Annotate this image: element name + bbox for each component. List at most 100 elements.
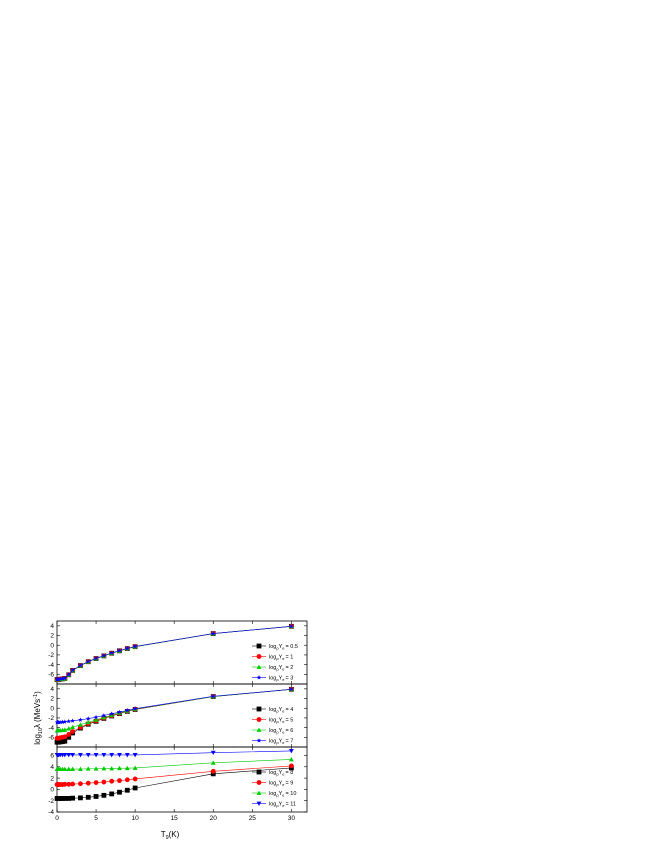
x-tick-label: 15 bbox=[171, 815, 179, 822]
series-line bbox=[57, 626, 292, 680]
legend-label: logρYe= 3 bbox=[269, 676, 293, 683]
series-3-1 bbox=[54, 765, 294, 801]
legend-label-part: = 4 bbox=[286, 707, 294, 713]
legend-label-part: e bbox=[282, 740, 285, 745]
data-point-blue bbox=[62, 752, 68, 758]
data-point-blue bbox=[210, 631, 216, 636]
data-point-blue bbox=[78, 752, 83, 758]
legend-label-part: log bbox=[269, 781, 276, 787]
legend-label-part: Y bbox=[279, 718, 283, 724]
legend-label: logρYe= 8 bbox=[269, 770, 293, 777]
legend-label-part: ρ bbox=[276, 793, 279, 798]
legend-marker bbox=[256, 780, 262, 785]
x-tick-label: 0 bbox=[55, 815, 59, 822]
data-point-blue bbox=[125, 708, 130, 713]
data-point-green bbox=[109, 712, 115, 718]
legend-label-part: Y bbox=[279, 739, 283, 745]
data-point-blue bbox=[70, 667, 75, 673]
legend-label-part: log bbox=[269, 770, 276, 776]
data-point-green bbox=[132, 765, 138, 770]
x-tick-label: 25 bbox=[249, 815, 257, 822]
legend-label-part: e bbox=[282, 803, 285, 808]
data-point-red bbox=[62, 734, 68, 740]
legend-marker bbox=[256, 790, 262, 795]
legend-marker bbox=[256, 706, 262, 712]
data-point-red bbox=[288, 763, 294, 769]
legend-label-part: log bbox=[269, 728, 276, 734]
data-point-blue bbox=[101, 752, 107, 758]
legend-label-part: = 3 bbox=[286, 676, 294, 682]
legend-label-part: log bbox=[269, 739, 276, 745]
data-point-blue bbox=[132, 706, 138, 711]
data-point-black bbox=[85, 794, 91, 800]
legend-label-part: Y bbox=[279, 728, 283, 734]
data-point-blue bbox=[109, 752, 115, 758]
data-point-red bbox=[66, 732, 72, 737]
series-line bbox=[57, 626, 292, 680]
y-tick-label: 0 bbox=[50, 705, 54, 712]
data-point-black bbox=[62, 738, 68, 744]
data-point-red bbox=[101, 779, 107, 785]
data-point-blue bbox=[210, 750, 216, 756]
y-tick-label: -2 bbox=[48, 652, 54, 659]
data-point-green bbox=[78, 766, 83, 771]
data-point-green bbox=[66, 766, 72, 771]
data-point-blue bbox=[289, 686, 294, 692]
data-point-red bbox=[124, 777, 130, 783]
data-point-blue bbox=[66, 718, 71, 724]
data-point-black bbox=[70, 795, 76, 801]
data-point-blue bbox=[70, 752, 76, 758]
legend-label-part: log bbox=[269, 791, 276, 797]
y-tick-label: 4 bbox=[50, 623, 54, 630]
legend-label-part: ρ bbox=[276, 803, 279, 808]
data-point-red bbox=[93, 780, 99, 786]
data-point-blue bbox=[85, 752, 91, 758]
legend-label-part: ρ bbox=[276, 782, 279, 787]
legend-label: logρYe= 5 bbox=[269, 718, 293, 725]
y-tick-label: -4 bbox=[48, 809, 54, 816]
data-point-red bbox=[78, 781, 83, 787]
series-line bbox=[57, 626, 292, 680]
legend-label: logρYe= 1 bbox=[269, 655, 293, 662]
y-tick-label: 2 bbox=[50, 633, 54, 640]
data-point-black bbox=[93, 794, 99, 799]
x-tick-label: 30 bbox=[288, 815, 296, 822]
legend-entry: logρYe= 3 bbox=[252, 675, 293, 682]
data-point-blue bbox=[124, 752, 130, 758]
data-point-blue bbox=[56, 677, 61, 682]
legend-label-part: log bbox=[269, 802, 276, 808]
data-point-blue bbox=[93, 752, 99, 758]
series-3-2 bbox=[54, 763, 294, 787]
series-2-4 bbox=[54, 686, 294, 725]
data-point-green bbox=[124, 765, 130, 771]
data-point-green bbox=[62, 766, 68, 771]
data-point-red bbox=[117, 778, 122, 784]
data-point-red bbox=[85, 780, 91, 786]
data-point-green bbox=[101, 766, 107, 771]
legend-marker bbox=[256, 675, 262, 680]
series-line bbox=[57, 759, 292, 770]
series-line bbox=[57, 689, 292, 743]
data-point-blue bbox=[101, 713, 107, 718]
x-tick-label: 20 bbox=[210, 815, 218, 822]
data-point-red bbox=[132, 776, 138, 782]
legend-label-part: e bbox=[282, 677, 285, 682]
legend-marker bbox=[256, 643, 262, 649]
data-point-blue bbox=[132, 752, 138, 758]
data-point-blue bbox=[85, 716, 91, 721]
series-1-2 bbox=[54, 623, 294, 683]
legend-entry: logρYe= 7 bbox=[252, 738, 293, 745]
legend-label-part: Y bbox=[279, 781, 283, 787]
legend-entry: logρYe= 11 bbox=[252, 802, 296, 808]
legend-entry: logρYe= 2 bbox=[252, 664, 293, 672]
data-point-blue bbox=[125, 645, 130, 651]
data-point-black bbox=[124, 787, 130, 793]
legend-label-part: = 9 bbox=[286, 781, 294, 787]
y-tick-label: -6 bbox=[48, 672, 54, 679]
series-1-1 bbox=[54, 623, 294, 683]
y-tick-label: -6 bbox=[48, 735, 54, 742]
legend-label-part: ρ bbox=[276, 709, 279, 714]
